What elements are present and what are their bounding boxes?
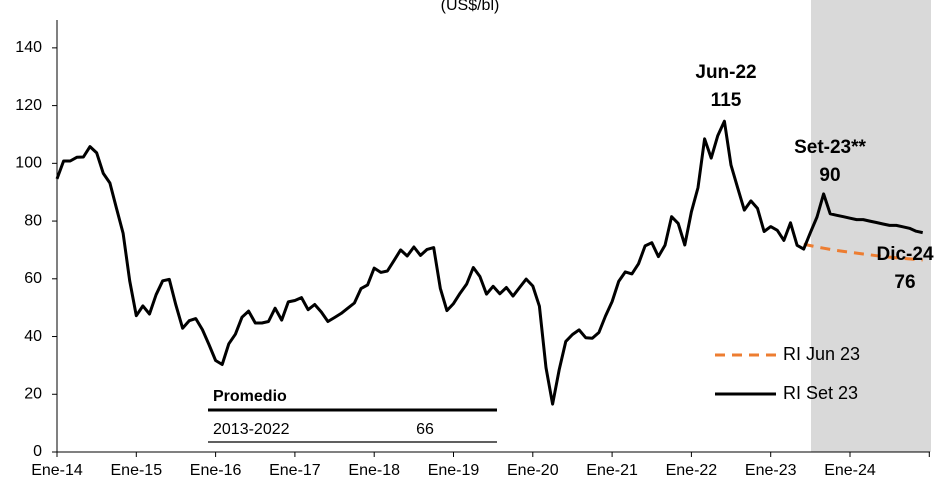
x-tick-label: Ene-17 [269,462,321,479]
projection-shade [811,0,931,452]
y-tick-label: 140 [15,39,42,56]
series-line [55,119,924,406]
legend-label: RI Set 23 [783,383,858,403]
table-header: Promedio [213,388,287,405]
y-tick-label: 100 [15,155,42,172]
series-line [803,242,923,262]
average-table: Promedio 2013-2022 66 [208,388,497,443]
annotation-label: Dic-24 [876,244,933,265]
table-value: 66 [416,421,434,438]
table-period: 2013-2022 [213,421,290,438]
x-tick-label: Ene-23 [745,462,797,479]
x-tick-label: Ene-15 [111,462,163,479]
chart-subtitle: (US$/bl) [441,0,500,14]
y-tick-label: 40 [24,328,42,345]
y-tick-label: 120 [15,97,42,114]
y-tick-label: 20 [24,385,42,402]
x-tick-label: Ene-24 [824,462,876,479]
annotation-label: Set-23** [794,137,866,158]
x-tick-label: Ene-19 [428,462,480,479]
x-tick-label: Ene-22 [666,462,718,479]
x-tick-label: Ene-16 [190,462,242,479]
x-tick-label: Ene-18 [348,462,400,479]
annotation-value: 76 [894,272,915,293]
x-tick-label: Ene-20 [507,462,559,479]
y-tick-label: 60 [24,270,42,287]
y-tick-label: 80 [24,212,42,229]
annotation-value: 115 [711,90,742,111]
x-tick-label: Ene-21 [586,462,638,479]
x-tick-label: Ene-14 [31,462,83,479]
annotation-value: 90 [819,165,840,186]
y-tick-label: 0 [33,443,42,460]
legend-label: RI Jun 23 [783,344,860,364]
annotation-label: Jun-22 [695,62,756,83]
